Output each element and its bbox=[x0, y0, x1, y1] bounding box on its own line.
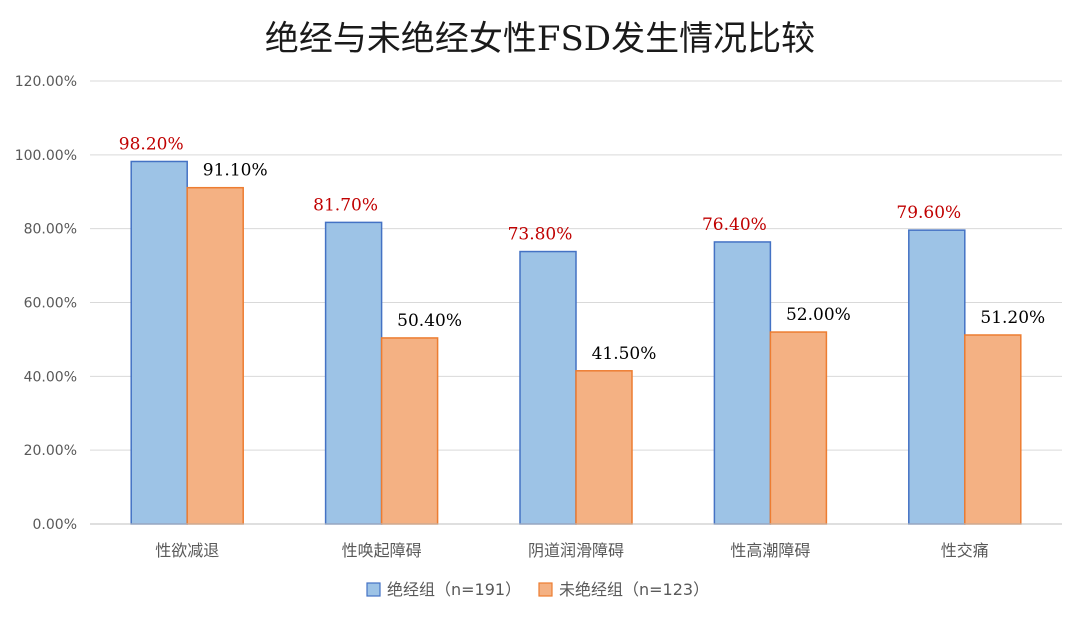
bar bbox=[186, 186, 244, 525]
data-label: 52.00% bbox=[786, 305, 851, 325]
data-label: 98.20% bbox=[119, 134, 184, 154]
legend-swatch bbox=[366, 582, 381, 597]
bar bbox=[713, 241, 772, 525]
y-tick-label: 100.00% bbox=[15, 148, 77, 164]
bar bbox=[575, 370, 633, 525]
data-label: 51.20% bbox=[980, 308, 1045, 328]
legend: 绝经组（n=191） 未绝经组（n=123） bbox=[366, 580, 709, 599]
y-tick-label: 20.00% bbox=[24, 443, 77, 459]
x-category-label: 阴道润滑障碍 bbox=[528, 541, 624, 560]
y-tick-label: 60.00% bbox=[24, 296, 77, 312]
legend-swatch bbox=[538, 582, 553, 597]
data-label: 41.50% bbox=[592, 344, 657, 364]
data-label: 91.10% bbox=[203, 161, 268, 181]
y-tick-label: 40.00% bbox=[24, 369, 77, 385]
bar bbox=[380, 337, 439, 525]
y-tick-label: 80.00% bbox=[24, 222, 77, 238]
bars bbox=[130, 160, 1022, 525]
x-category-label: 性高潮障碍 bbox=[730, 541, 810, 560]
bar bbox=[964, 334, 1022, 525]
x-category-label: 性欲减退 bbox=[155, 541, 219, 560]
y-tick-label: 0.00% bbox=[33, 517, 77, 533]
data-label: 73.80% bbox=[508, 225, 573, 245]
y-tick-label: 120.00% bbox=[15, 74, 77, 90]
legend-label: 未绝经组（n=123） bbox=[559, 580, 709, 599]
data-label: 50.40% bbox=[397, 311, 462, 331]
bar bbox=[324, 221, 383, 525]
bar bbox=[519, 250, 577, 525]
data-labels: 98.20% 91.10% 81.70% 50.40% 73.80% 41.50% 76.4… bbox=[119, 134, 1045, 363]
data-label: 79.60% bbox=[896, 203, 961, 223]
x-category-label: 性交痛 bbox=[941, 541, 989, 560]
legend-label: 绝经组（n=191） bbox=[387, 580, 521, 599]
y-axis: 0.00% 20.00% 40.00% 60.00% 80.00% 100.00% 120.… bbox=[15, 74, 77, 533]
x-category-label: 性唤起障碍 bbox=[342, 541, 422, 560]
bar bbox=[130, 160, 188, 525]
x-axis: 性欲减退 性唤起障碍 阴道润滑障碍 性高潮障碍 性交痛 bbox=[90, 523, 1062, 560]
chart-title: 绝经与未绝经女性FSD发生情况比较 bbox=[265, 19, 815, 59]
data-label: 76.40% bbox=[702, 215, 767, 235]
bar bbox=[769, 331, 828, 525]
bar bbox=[908, 229, 966, 525]
data-label: 81.70% bbox=[313, 195, 378, 215]
